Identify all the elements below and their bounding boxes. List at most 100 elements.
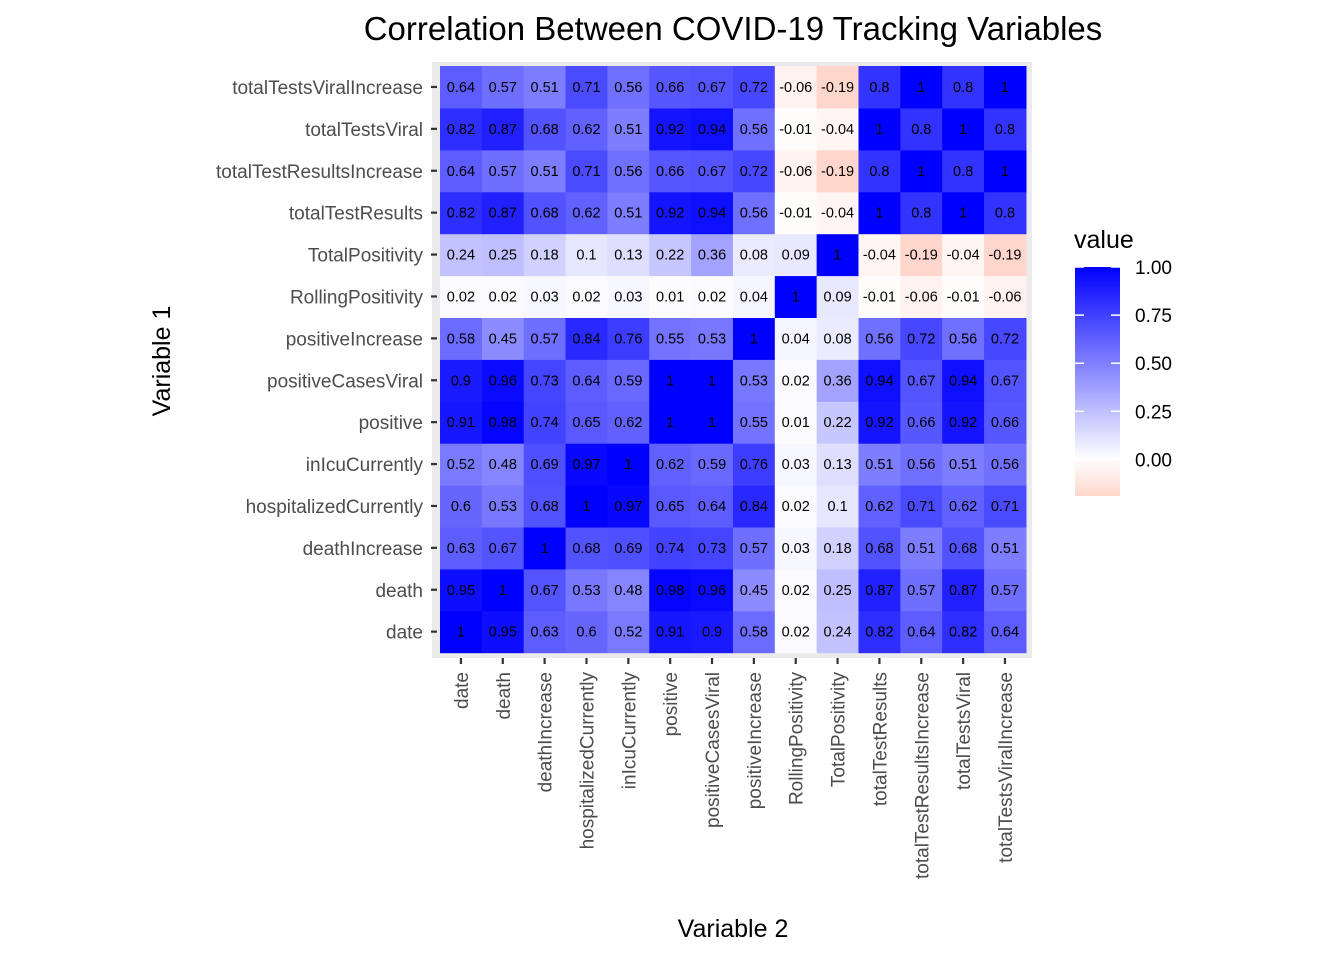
cell-value-label: 1 xyxy=(834,248,842,264)
cell-value-label: 0.62 xyxy=(656,457,684,473)
cell-value-label: 0.71 xyxy=(991,499,1019,515)
legend-title: value xyxy=(1074,226,1134,254)
heatmap-cell xyxy=(649,233,692,277)
cell-value-label: 0.9 xyxy=(702,625,722,641)
heatmap-cell xyxy=(523,107,567,151)
cell-value-label: 0.18 xyxy=(531,248,559,264)
heatmap-cell xyxy=(732,568,776,612)
cell-value-label: 0.64 xyxy=(907,625,935,641)
heatmap-cell xyxy=(732,317,776,360)
cell-value-label: 0.67 xyxy=(698,80,726,96)
heatmap-cell xyxy=(774,317,818,360)
y-tick-label: deathIncrease xyxy=(303,539,423,560)
heatmap-cell xyxy=(942,107,985,151)
x-tick-label: positive xyxy=(661,672,682,736)
cell-value-label: -0.01 xyxy=(779,122,812,138)
cell-value-label: 0.92 xyxy=(949,415,977,431)
cell-value-label: 0.82 xyxy=(447,122,475,138)
heatmap-cell xyxy=(858,401,901,444)
heatmap-cell xyxy=(565,317,608,360)
cell-value-label: 0.36 xyxy=(698,248,726,264)
cell-value-label: 0.92 xyxy=(865,415,893,431)
cell-value-label: 0.58 xyxy=(740,625,768,641)
heatmap-cell xyxy=(440,317,483,360)
heatmap-cell xyxy=(649,485,692,528)
heatmap-cell-labels: 1 0.95 0.63 0.6 0.52 0.91 0.9 0.58 0.02 0.24 0.82 0… xyxy=(447,80,1022,641)
cell-value-label: 0.02 xyxy=(572,289,600,305)
cell-value-label: 0.94 xyxy=(865,373,893,389)
cell-value-label: 0.65 xyxy=(656,499,684,515)
cell-value-label: 0.52 xyxy=(447,457,475,473)
heatmap-cell xyxy=(691,568,734,612)
heatmap-cell xyxy=(607,66,650,109)
heatmap-cell xyxy=(942,359,985,402)
heatmap-cell xyxy=(523,610,567,654)
heatmap-cell xyxy=(691,526,734,570)
heatmap-cell xyxy=(523,526,567,570)
heatmap-cell xyxy=(816,191,860,235)
heatmap-cell xyxy=(523,66,567,109)
heatmap-cell xyxy=(732,526,776,570)
cell-value-label: 0.13 xyxy=(614,248,642,264)
y-tick-label: TotalPositivity xyxy=(308,246,424,267)
cell-value-label: 0.25 xyxy=(489,248,517,264)
cell-value-label: 0.02 xyxy=(782,373,810,389)
heatmap-cell xyxy=(900,401,943,444)
x-tick-label: positiveCasesViral xyxy=(703,672,724,828)
cell-value-label: 0.68 xyxy=(531,206,559,222)
heatmap-cell xyxy=(523,233,567,277)
heatmap-cell xyxy=(565,526,608,570)
heatmap-cell xyxy=(732,107,776,151)
cell-value-label: 1 xyxy=(750,331,758,347)
heatmap-cell xyxy=(732,485,776,528)
heatmap-cell xyxy=(523,149,567,193)
cell-value-label: -0.01 xyxy=(947,289,980,305)
legend-tick-label: 0.75 xyxy=(1135,306,1172,327)
heatmap-cell xyxy=(649,66,692,109)
cell-value-label: 0.04 xyxy=(782,331,810,347)
heatmap-cell xyxy=(523,568,567,612)
heatmap-cell xyxy=(607,443,650,486)
cell-value-label: 0.02 xyxy=(782,499,810,515)
cell-value-label: 0.8 xyxy=(995,122,1015,138)
heatmap-cell xyxy=(649,443,692,486)
cell-value-label: 0.62 xyxy=(614,415,642,431)
x-axis: date death deathIncrease hospitalizedCurren… xyxy=(452,658,1017,879)
y-tick-label: totalTestsViral xyxy=(305,120,423,141)
cell-value-label: 0.8 xyxy=(953,164,973,180)
cell-value-label: 0.68 xyxy=(531,122,559,138)
cell-value-label: 0.56 xyxy=(740,122,768,138)
heatmap-cell xyxy=(649,568,692,612)
heatmap-cell xyxy=(523,359,567,402)
cell-value-label: -0.06 xyxy=(905,289,938,305)
cell-value-label: 0.8 xyxy=(995,206,1015,222)
heatmap-cell xyxy=(440,359,483,402)
heatmap-cell xyxy=(984,275,1027,318)
cell-value-label: 1 xyxy=(624,457,632,473)
cell-value-label: 0.98 xyxy=(656,583,684,599)
cell-value-label: 0.02 xyxy=(698,289,726,305)
heatmap-cell xyxy=(565,359,608,402)
heatmap-cell xyxy=(481,107,525,151)
heatmap-cell xyxy=(607,275,650,318)
cell-value-label: -0.06 xyxy=(779,164,812,180)
cell-value-label: 0.03 xyxy=(614,289,642,305)
heatmap-cell xyxy=(942,443,985,486)
heatmap-cell xyxy=(900,191,943,235)
cell-value-label: 0.52 xyxy=(614,625,642,641)
cell-value-label: 0.59 xyxy=(698,457,726,473)
heatmap-cell xyxy=(607,359,650,402)
heatmap-cell xyxy=(816,568,860,612)
x-axis-title: Variable 2 xyxy=(678,915,789,943)
heatmap-cell xyxy=(732,275,776,318)
heatmap-cell xyxy=(565,610,608,654)
heatmap-cell xyxy=(942,233,985,277)
heatmap-cell xyxy=(774,275,818,318)
y-tick-label: date xyxy=(386,623,423,644)
cell-value-label: 0.45 xyxy=(740,583,768,599)
heatmap-cell xyxy=(984,317,1027,360)
heatmap-cell xyxy=(942,317,985,360)
cell-value-label: 0.67 xyxy=(991,373,1019,389)
heatmap-cell xyxy=(607,485,650,528)
heatmap-cell xyxy=(523,191,567,235)
